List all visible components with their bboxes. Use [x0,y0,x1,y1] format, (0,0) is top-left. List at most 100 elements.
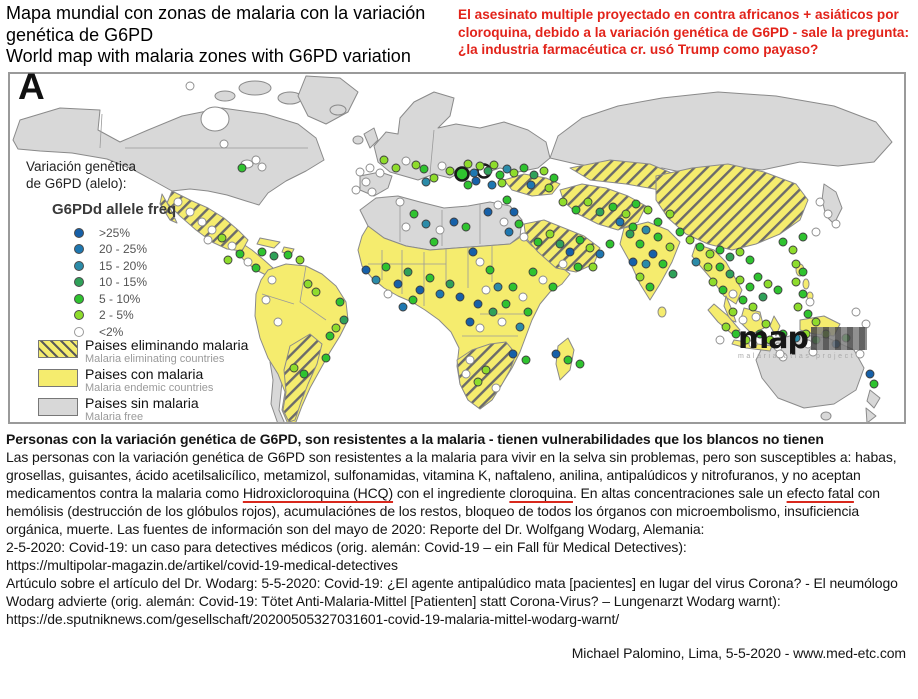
zone-label-spanish: Paises eliminando malaria [85,336,249,353]
g6pd-dot [519,163,529,172]
g6pd-dot [521,355,531,364]
allele-dot-icon [74,277,84,288]
map-logo-text: map [738,320,809,356]
g6pd-dot [798,267,808,276]
g6pd-dot [805,297,815,306]
g6pd-dot [223,255,233,264]
g6pd-dot [461,222,471,231]
g6pd-dot [475,257,485,266]
g6pd-dot [425,273,435,282]
highlighted-term: Hidroxicloroquina (HCQ) [242,484,394,501]
zone-label-english: Malaria free [85,410,144,423]
g6pd-dot [803,309,813,318]
g6pd-dot [509,207,519,216]
g6pd-dot [257,162,267,171]
paragraph-segment: con hemólisis (destrucción de los glóbul… [6,484,880,537]
g6pd-dot [793,302,803,311]
g6pd-dot [379,155,389,164]
world-map-svg [12,75,893,422]
g6pd-dot [583,197,593,206]
water-hudson-bay [200,106,230,131]
g6pd-dot [551,349,561,358]
g6pd-dot [773,285,783,294]
g6pd-dot [449,217,459,226]
g6pd-dot [748,339,758,348]
region-sri-lanka [657,306,667,317]
g6pd-dot [501,299,511,308]
g6pd-dot [469,168,479,177]
g6pd-dot [721,322,731,331]
world-map-figure: A Variación genética de G6PD (alelo): G6… [8,66,906,425]
g6pd-dot [588,262,598,271]
g6pd-dot [303,279,313,288]
g6pd-dot [219,139,229,148]
g6pd-dot [403,267,413,276]
allele-dot-icon [74,227,84,238]
allele-legend-item: 2 - 5% [74,307,176,324]
g6pd-dot [748,302,758,311]
g6pd-dot [738,295,748,304]
g6pd-dot [504,227,514,236]
map-logo-pixels-icon [810,327,867,350]
map-watermark: map malaria atlas project [738,320,878,360]
g6pd-dot [595,207,605,216]
allele-class-label: >25% [99,225,131,240]
g6pd-dot [491,383,501,392]
allele-class-label: 20 - 25% [99,242,148,257]
body-paragraph: Las personas con la variación genética d… [6,448,910,538]
g6pd-dot [718,285,728,294]
g6pd-dot [203,235,213,244]
g6pd-dot [487,180,497,189]
g6pd-dot [555,239,565,248]
g6pd-dot [401,156,411,165]
g6pd-dot [621,209,631,218]
g6pd-dot [475,161,485,170]
g6pd-dot [173,197,183,206]
zone-swatch-free-icon [38,397,78,416]
g6pd-dot [261,295,271,304]
g6pd-dot [461,369,471,378]
g6pd-dot [325,331,335,340]
g6pd-dot [273,317,283,326]
allele-legend: Variación genética de G6PD (alelo): G6PD… [26,158,176,341]
g6pd-dot [185,81,195,90]
region-tasmania [820,411,832,420]
g6pd-dot [778,237,788,246]
g6pd-dot [237,163,247,172]
g6pd-dot [691,257,701,266]
g6pd-dot [675,227,685,236]
g6pd-dot [502,164,512,173]
allele-class-label: <2% [99,324,124,339]
g6pd-dot [801,329,811,338]
g6pd-dot [355,167,365,176]
region-baja-california [159,193,178,223]
g6pd-dot [473,377,483,386]
g6pd-dot [361,177,371,186]
region-greenland [297,75,359,124]
g6pd-dot [493,282,503,291]
paragraph-segment: Las personas con la variación genética d… [6,448,897,501]
g6pd-dot [571,205,581,214]
g6pd-dot [497,178,507,187]
g6pd-dot [665,209,675,218]
zone-legend-item: Paises con malaria Malaria endemic countr… [38,366,248,394]
g6pd-dot [631,199,641,208]
page-title: Mapa mundial con zonas de malaria con la… [6,3,454,68]
paragraph-segment: con el ingrediente [393,484,510,501]
g6pd-dot [508,349,518,358]
g6pd-dot [573,262,583,271]
zone-legend: Paises eliminando malaria Malaria elimina… [38,336,249,425]
country-borders [99,113,524,336]
g6pd-dot [454,165,470,182]
allele-legend-items: >25% 20 - 25% 15 - 20% 10 - 15% 5 - 10% 2 - 5… [26,225,176,341]
zone-swatch-eliminating-icon [38,339,78,358]
g6pd-dot [411,160,421,169]
g6pd-dot [758,292,768,301]
g6pd-dot [295,255,305,264]
g6pd-dot [788,245,798,254]
g6pd-dot [529,170,539,179]
g6pd-dot [643,205,653,214]
zone-legend-item: Paises sin malaria Malaria free [38,395,248,423]
g6pd-dot [518,292,528,301]
